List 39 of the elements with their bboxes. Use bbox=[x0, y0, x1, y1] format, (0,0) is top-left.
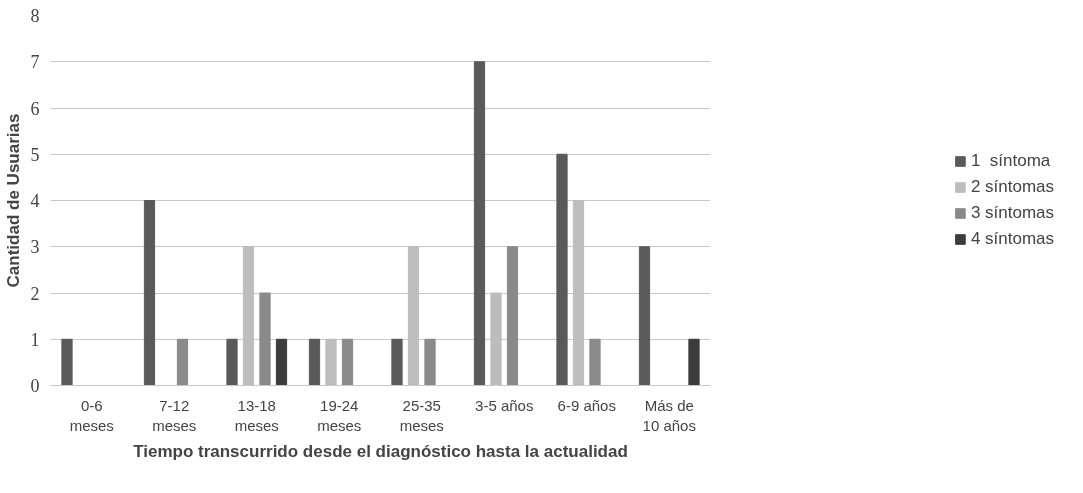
x-tick-label: 6-9 años bbox=[557, 396, 616, 414]
bar bbox=[226, 338, 238, 386]
bar bbox=[275, 338, 288, 386]
x-tick-label: 0-6 meses bbox=[69, 396, 114, 434]
bar bbox=[391, 338, 403, 386]
x-axis-title: Tiempo transcurrido desde el diagnóstico hasta la actualidad bbox=[133, 441, 628, 461]
bar bbox=[638, 246, 651, 386]
y-tick-label: 2 bbox=[30, 283, 40, 304]
bar bbox=[556, 153, 568, 386]
bar bbox=[176, 338, 189, 386]
bar bbox=[308, 338, 321, 386]
bar bbox=[589, 338, 601, 386]
bar bbox=[259, 292, 271, 386]
y-tick-label: 0 bbox=[30, 376, 40, 396]
y-tick-label: 7 bbox=[30, 52, 40, 73]
y-tick-label: 4 bbox=[30, 191, 40, 211]
legend-label: 2 síntomas bbox=[970, 177, 1055, 197]
y-axis-title: Cantidad de Usuarias bbox=[3, 113, 23, 288]
x-tick-label: 25-35 meses bbox=[399, 396, 444, 434]
bar bbox=[341, 338, 354, 386]
bar bbox=[424, 338, 436, 386]
legend-label: 1 síntoma bbox=[970, 151, 1051, 171]
legend-label: 4 síntomas bbox=[970, 229, 1055, 249]
bar bbox=[61, 338, 73, 386]
y-tick-label: 8 bbox=[30, 6, 40, 26]
y-tick-label: 1 bbox=[30, 329, 40, 350]
y-tick-label: 6 bbox=[30, 98, 40, 119]
x-tick-label: 19-24 meses bbox=[317, 396, 362, 434]
x-tick-label: 3-5 años bbox=[475, 396, 534, 414]
bar bbox=[143, 200, 156, 386]
y-tick-label: 3 bbox=[30, 237, 40, 258]
legend-label: 3 síntomas bbox=[970, 203, 1055, 223]
bar bbox=[688, 338, 700, 386]
x-tick-label: Más de 10 años bbox=[642, 396, 696, 434]
bar bbox=[473, 61, 486, 386]
x-tick-label: 7-12 meses bbox=[152, 396, 197, 434]
bar bbox=[506, 246, 519, 386]
y-tick-label: 5 bbox=[30, 144, 40, 165]
x-tick-label: 13-18 meses bbox=[234, 396, 279, 434]
